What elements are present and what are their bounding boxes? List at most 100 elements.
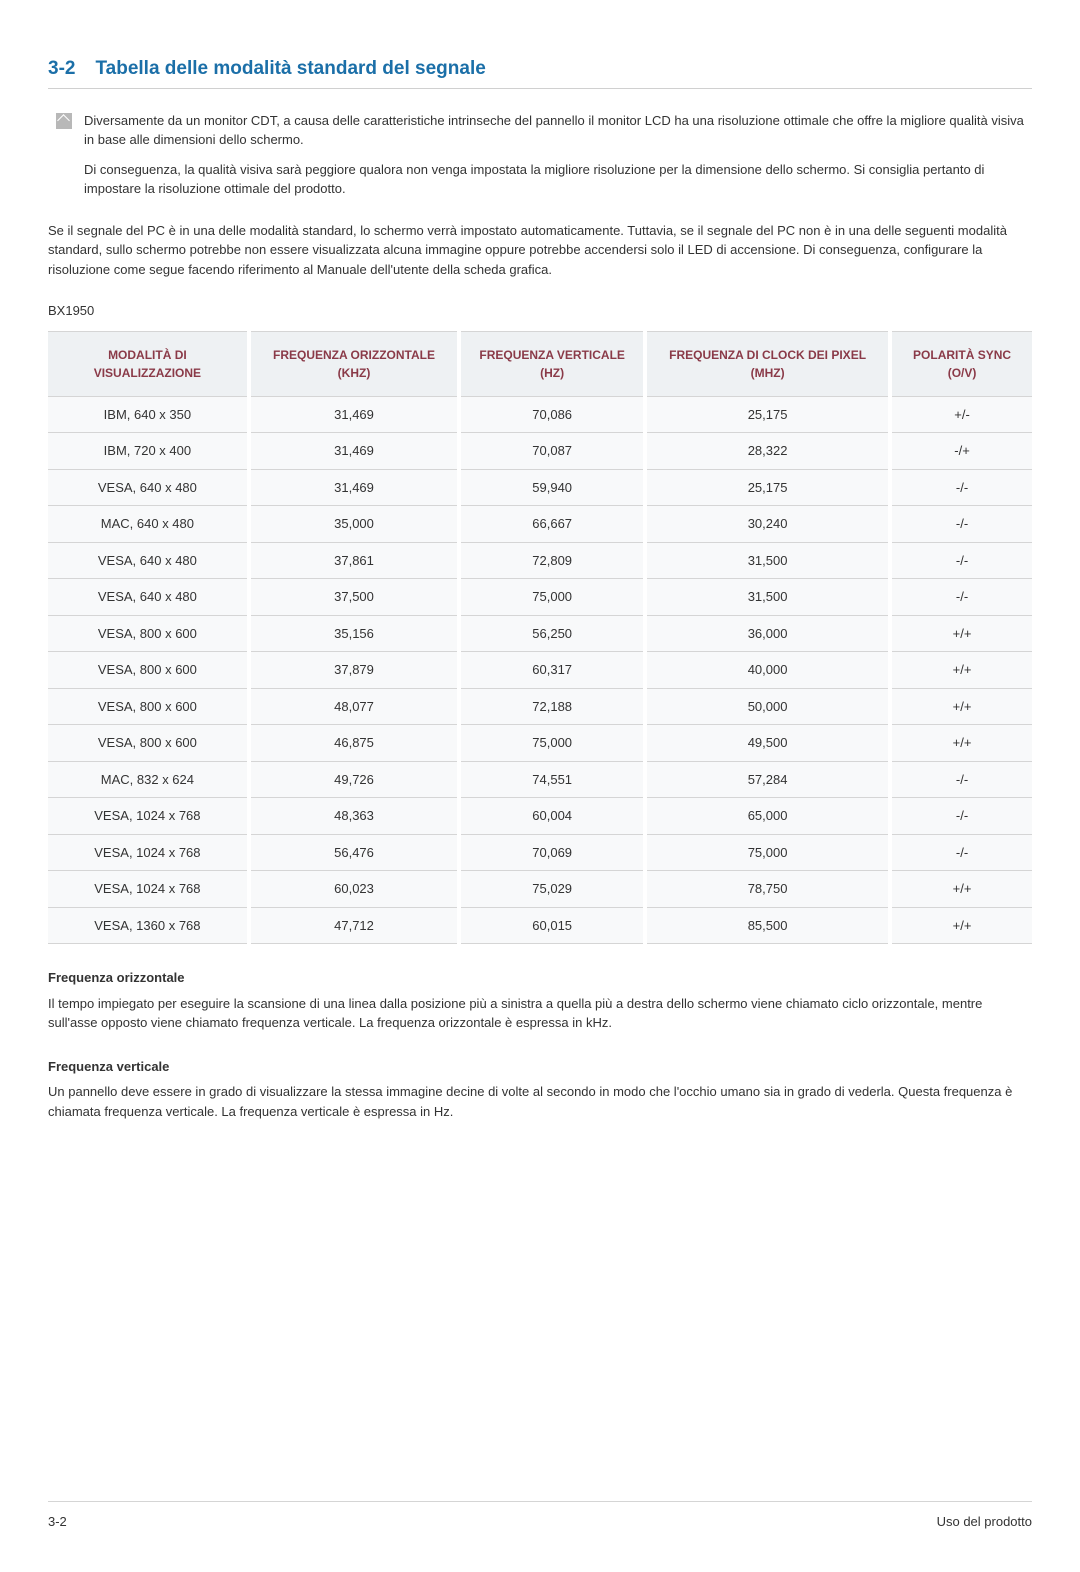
- table-cell: 59,940: [459, 469, 645, 506]
- table-cell: 49,500: [645, 725, 890, 762]
- table-cell: 46,875: [249, 725, 459, 762]
- table-cell: 56,250: [459, 615, 645, 652]
- table-cell: 70,069: [459, 834, 645, 871]
- intro-paragraph: Se il segnale del PC è in una delle moda…: [48, 221, 1032, 280]
- table-row: VESA, 640 x 48037,86172,80931,500-/-: [48, 542, 1032, 579]
- table-cell: 48,077: [249, 688, 459, 725]
- definition-text: Il tempo impiegato per eseguire la scans…: [48, 994, 1032, 1033]
- table-cell: 70,086: [459, 396, 645, 433]
- table-cell: 60,015: [459, 907, 645, 944]
- table-cell: -/-: [890, 579, 1032, 616]
- table-cell: 36,000: [645, 615, 890, 652]
- table-row: VESA, 800 x 60037,87960,31740,000+/+: [48, 652, 1032, 689]
- table-row: VESA, 640 x 48031,46959,94025,175-/-: [48, 469, 1032, 506]
- table-cell: MAC, 640 x 480: [48, 506, 249, 543]
- table-cell: VESA, 1024 x 768: [48, 871, 249, 908]
- table-row: VESA, 1024 x 76856,47670,06975,000-/-: [48, 834, 1032, 871]
- definition-heading: Frequenza verticale: [48, 1057, 1032, 1077]
- table-row: VESA, 1360 x 76847,71260,01585,500+/+: [48, 907, 1032, 944]
- section-number: 3-2: [48, 58, 75, 79]
- table-cell: 75,000: [645, 834, 890, 871]
- definition-text: Un pannello deve essere in grado di visu…: [48, 1082, 1032, 1121]
- table-cell: +/+: [890, 688, 1032, 725]
- table-cell: 75,000: [459, 725, 645, 762]
- table-cell: 70,087: [459, 433, 645, 470]
- table-cell: IBM, 640 x 350: [48, 396, 249, 433]
- table-row: VESA, 800 x 60035,15656,25036,000+/+: [48, 615, 1032, 652]
- note-text: Diversamente da un monitor CDT, a causa …: [84, 111, 1032, 209]
- table-cell: +/-: [890, 396, 1032, 433]
- table-cell: 60,023: [249, 871, 459, 908]
- table-cell: +/+: [890, 725, 1032, 762]
- table-row: VESA, 640 x 48037,50075,00031,500-/-: [48, 579, 1032, 616]
- table-cell: VESA, 800 x 600: [48, 615, 249, 652]
- section-heading: 3-2Tabella delle modalità standard del s…: [48, 55, 1032, 89]
- model-label: BX1950: [48, 301, 1032, 321]
- note-block: Diversamente da un monitor CDT, a causa …: [56, 111, 1032, 209]
- table-cell: VESA, 800 x 600: [48, 652, 249, 689]
- table-cell: 35,000: [249, 506, 459, 543]
- col-header-mode: MODALITÀ DI VISUALIZZAZIONE: [48, 331, 249, 396]
- table-cell: -/-: [890, 506, 1032, 543]
- col-header-hfreq: FREQUENZA ORIZZONTALE (KHZ): [249, 331, 459, 396]
- table-cell: 37,500: [249, 579, 459, 616]
- table-row: VESA, 1024 x 76860,02375,02978,750+/+: [48, 871, 1032, 908]
- page-footer: 3-2 Uso del prodotto: [48, 1501, 1032, 1572]
- table-cell: 49,726: [249, 761, 459, 798]
- table-cell: 60,317: [459, 652, 645, 689]
- table-cell: 28,322: [645, 433, 890, 470]
- table-cell: 31,469: [249, 469, 459, 506]
- table-cell: VESA, 640 x 480: [48, 542, 249, 579]
- table-cell: 72,809: [459, 542, 645, 579]
- table-cell: +/+: [890, 907, 1032, 944]
- table-cell: 31,500: [645, 579, 890, 616]
- table-cell: +/+: [890, 615, 1032, 652]
- table-cell: VESA, 640 x 480: [48, 579, 249, 616]
- table-cell: 25,175: [645, 469, 890, 506]
- table-cell: -/-: [890, 542, 1032, 579]
- table-cell: 47,712: [249, 907, 459, 944]
- table-cell: 25,175: [645, 396, 890, 433]
- signal-modes-table: MODALITÀ DI VISUALIZZAZIONE FREQUENZA OR…: [48, 331, 1032, 945]
- table-cell: VESA, 1024 x 768: [48, 834, 249, 871]
- table-row: VESA, 800 x 60048,07772,18850,000+/+: [48, 688, 1032, 725]
- table-cell: 35,156: [249, 615, 459, 652]
- table-cell: 75,000: [459, 579, 645, 616]
- note-paragraph: Di conseguenza, la qualità visiva sarà p…: [84, 160, 1032, 199]
- footer-right: Uso del prodotto: [937, 1512, 1032, 1532]
- table-cell: 31,469: [249, 433, 459, 470]
- table-cell: -/-: [890, 798, 1032, 835]
- table-cell: 75,029: [459, 871, 645, 908]
- table-cell: VESA, 800 x 600: [48, 688, 249, 725]
- table-cell: 56,476: [249, 834, 459, 871]
- definition-heading: Frequenza orizzontale: [48, 968, 1032, 988]
- table-cell: VESA, 1024 x 768: [48, 798, 249, 835]
- table-cell: IBM, 720 x 400: [48, 433, 249, 470]
- footer-left: 3-2: [48, 1512, 67, 1532]
- table-cell: 40,000: [645, 652, 890, 689]
- table-cell: MAC, 832 x 624: [48, 761, 249, 798]
- note-paragraph: Diversamente da un monitor CDT, a causa …: [84, 111, 1032, 150]
- note-icon: [56, 113, 72, 129]
- table-cell: 65,000: [645, 798, 890, 835]
- table-cell: 31,500: [645, 542, 890, 579]
- table-cell: 78,750: [645, 871, 890, 908]
- table-cell: 50,000: [645, 688, 890, 725]
- col-header-polarity: POLARITÀ SYNC (O/V): [890, 331, 1032, 396]
- table-row: IBM, 640 x 35031,46970,08625,175+/-: [48, 396, 1032, 433]
- table-cell: -/-: [890, 469, 1032, 506]
- table-row: MAC, 640 x 48035,00066,66730,240-/-: [48, 506, 1032, 543]
- table-cell: -/-: [890, 761, 1032, 798]
- table-cell: 31,469: [249, 396, 459, 433]
- table-cell: 57,284: [645, 761, 890, 798]
- table-cell: 37,861: [249, 542, 459, 579]
- table-cell: 85,500: [645, 907, 890, 944]
- table-cell: VESA, 1360 x 768: [48, 907, 249, 944]
- table-cell: 74,551: [459, 761, 645, 798]
- table-cell: -/+: [890, 433, 1032, 470]
- table-cell: 66,667: [459, 506, 645, 543]
- table-row: VESA, 800 x 60046,87575,00049,500+/+: [48, 725, 1032, 762]
- table-row: MAC, 832 x 62449,72674,55157,284-/-: [48, 761, 1032, 798]
- col-header-pixelclock: FREQUENZA DI CLOCK DEI PIXEL (MHZ): [645, 331, 890, 396]
- table-cell: VESA, 640 x 480: [48, 469, 249, 506]
